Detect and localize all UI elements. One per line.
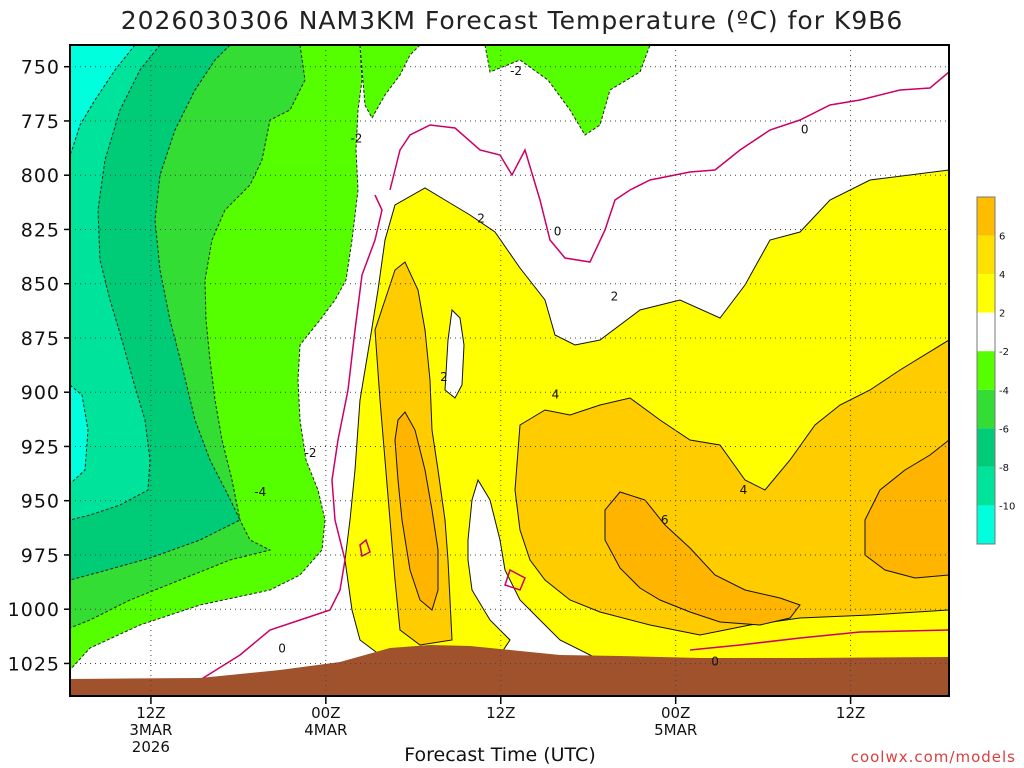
contour-label: 4 — [740, 483, 748, 497]
colorbar-swatch — [977, 274, 995, 313]
y-tick-label: 875 — [21, 328, 60, 350]
zero-line-d — [689, 629, 949, 651]
x-tick-label: 5MAR — [654, 721, 697, 739]
contour-labels: -2 -2 0 2 0 2 2 4 -2 -4 4 6 0 0 — [254, 64, 808, 668]
colorbar-swatch — [977, 351, 995, 390]
colorbar-swatch — [977, 505, 995, 544]
y-tick-label: 850 — [21, 274, 60, 296]
y-tick-label: 1000 — [8, 599, 60, 621]
x-tick-label: 12Z — [836, 704, 865, 722]
contour-label: 0 — [711, 654, 719, 668]
y-tick-label: 750 — [21, 57, 60, 79]
x-tick-label: 00Z — [311, 704, 340, 722]
y-tick-label: 775 — [21, 111, 60, 133]
region-warm-6-c — [864, 439, 949, 579]
colorbar: 6 4 2 -2 -4 -6 -8 -10 — [976, 196, 1015, 545]
zero-line-b — [199, 194, 383, 681]
x-tick-label: 4MAR — [304, 721, 347, 739]
colorbar-label: 6 — [999, 232, 1005, 243]
region-cold-10-b — [70, 384, 89, 483]
colorbar-swatch — [977, 466, 995, 506]
contour-label: 6 — [661, 513, 669, 527]
region-warm-6-a — [394, 411, 439, 611]
region-warm-6-b — [604, 491, 801, 626]
colorbar-swatch — [977, 389, 995, 429]
colorbar-label: -4 — [999, 386, 1009, 397]
y-tick-label: 825 — [21, 219, 60, 241]
region-cold-2-notch — [359, 45, 421, 120]
x-tick-label: 12Z — [136, 704, 165, 722]
zero-line-a — [389, 71, 949, 263]
contour-label: 0 — [554, 225, 562, 239]
site-credit[interactable]: coolwx.com/models — [850, 748, 1016, 766]
y-tick-label: 900 — [21, 382, 60, 404]
colorbar-swatch — [977, 312, 995, 352]
contour-label: -2 — [305, 446, 317, 460]
contour-label: 0 — [801, 123, 809, 137]
colorbar-label: -8 — [999, 463, 1009, 474]
y-tick-label: 1025 — [8, 653, 60, 675]
colorbar-label: -10 — [999, 501, 1015, 512]
colorbar-swatch — [977, 197, 995, 236]
y-tick-label: 950 — [21, 491, 60, 513]
colorbar-swatch — [977, 428, 995, 467]
contour-label: 2 — [611, 290, 619, 304]
colorbar-swatch — [977, 235, 995, 275]
contour-label: -2 — [510, 64, 522, 78]
region-cold-2-top — [484, 45, 651, 136]
x-axis-label: Forecast Time (UTC) — [404, 744, 596, 766]
colorbar-label: 2 — [999, 309, 1005, 320]
grid-lines — [70, 45, 949, 696]
y-tick-label: 925 — [21, 436, 60, 458]
y-tick-label: 800 — [21, 165, 60, 187]
colorbar-frame — [976, 196, 996, 545]
region-hole-a — [444, 308, 465, 399]
plot-fills — [70, 45, 949, 696]
x-tick-label: 00Z — [661, 704, 690, 722]
y-axis: 750 775 800 825 850 875 900 925 950 975 1000 1025 — [8, 57, 70, 675]
x-tick-label: 3MAR — [129, 721, 172, 739]
x-tick-label: 2026 — [132, 738, 170, 756]
colorbar-label: -2 — [999, 347, 1009, 358]
zero-line-c — [504, 568, 526, 591]
colorbar-label: -6 — [999, 424, 1009, 435]
contour-label: 4 — [552, 387, 560, 401]
x-tick-label: 12Z — [486, 704, 515, 722]
chart-title: 2026030306 NAM3KM Forecast Temperature (… — [120, 6, 904, 35]
contour-label: -4 — [254, 485, 266, 499]
contour-label: 0 — [278, 641, 286, 655]
plot-frame — [69, 44, 950, 697]
y-tick-label: 975 — [21, 545, 60, 567]
colorbar-label: 4 — [999, 270, 1005, 281]
contour-label: -2 — [350, 131, 362, 145]
contour-label: 2 — [440, 370, 448, 384]
ground-surface — [70, 645, 949, 696]
contour-label: 2 — [477, 212, 485, 226]
zero-line-e — [359, 538, 371, 558]
region-cold-8 — [70, 45, 161, 521]
